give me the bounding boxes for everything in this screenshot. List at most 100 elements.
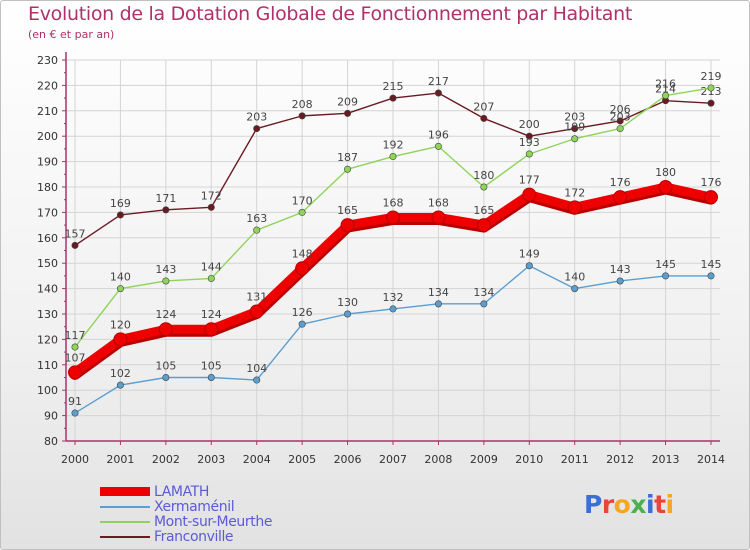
data-point-lamath bbox=[68, 365, 82, 380]
data-label-xermamenil: 130 bbox=[337, 296, 358, 309]
x-tick-label: 2009 bbox=[470, 453, 498, 466]
data-label-lamath: 120 bbox=[110, 318, 131, 331]
legend-item-franconville: Franconville bbox=[100, 529, 272, 545]
data-label-lamath: 148 bbox=[292, 247, 313, 260]
x-tick-label: 2007 bbox=[379, 453, 407, 466]
data-label-franconville: 207 bbox=[473, 100, 494, 113]
data-point-xermamenil bbox=[525, 262, 533, 270]
data-point-lamath bbox=[249, 304, 264, 319]
data-label-xermamenil: 105 bbox=[201, 360, 222, 373]
data-point-lamath bbox=[704, 190, 718, 205]
y-tick-label: 230 bbox=[37, 54, 58, 67]
data-label-lamath: 176 bbox=[610, 176, 631, 189]
data-point-xermamenil bbox=[662, 272, 670, 280]
data-point-xermamenil bbox=[253, 376, 261, 384]
legend-item-mont-sur-meurthe: Mont-sur-Meurthe bbox=[100, 513, 273, 530]
data-label-franconville: 157 bbox=[65, 227, 86, 240]
x-tick-label: 2013 bbox=[652, 453, 680, 466]
data-label-lamath: 176 bbox=[701, 176, 722, 189]
chart-legend: LAMATH Xermaménil Mont-sur-Meurthe Franc… bbox=[100, 484, 273, 545]
data-label-franconville: 215 bbox=[383, 80, 404, 93]
data-label-xermamenil: 143 bbox=[610, 263, 631, 276]
data-point-xermamenil bbox=[116, 381, 124, 389]
x-tick-label: 2010 bbox=[515, 453, 543, 466]
data-point-franconville bbox=[207, 203, 215, 211]
y-tick-label: 170 bbox=[37, 206, 58, 219]
data-label-mont-sur-meurthe: 144 bbox=[201, 260, 222, 273]
data-point-franconville bbox=[71, 241, 79, 249]
data-label-xermamenil: 104 bbox=[246, 362, 267, 375]
data-label-mont-sur-meurthe: 180 bbox=[473, 169, 494, 182]
data-label-xermamenil: 145 bbox=[701, 258, 722, 271]
legend-swatch-lamath bbox=[100, 487, 150, 496]
logo-letter: x bbox=[630, 490, 646, 519]
data-label-franconville: 217 bbox=[428, 75, 449, 88]
data-point-lamath bbox=[113, 332, 128, 347]
logo-letter: t bbox=[654, 490, 666, 519]
data-point-franconville bbox=[116, 211, 124, 219]
data-label-lamath: 177 bbox=[519, 174, 540, 187]
data-point-mont-sur-meurthe bbox=[525, 150, 533, 158]
x-tick-label: 2000 bbox=[61, 453, 89, 466]
data-point-franconville bbox=[480, 114, 488, 122]
legend-item-xermamenil: Xermaménil bbox=[100, 499, 272, 515]
data-label-franconville: 203 bbox=[246, 111, 267, 124]
data-point-franconville bbox=[616, 117, 624, 125]
x-tick-label: 2005 bbox=[288, 453, 316, 466]
data-point-mont-sur-meurthe bbox=[571, 135, 579, 143]
chart-title: Evolution de la Dotation Globale de Fonc… bbox=[28, 3, 633, 25]
data-label-xermamenil: 134 bbox=[428, 286, 449, 299]
data-point-xermamenil bbox=[162, 373, 170, 381]
data-point-xermamenil bbox=[480, 300, 488, 308]
data-label-mont-sur-meurthe: 219 bbox=[701, 70, 722, 83]
data-label-xermamenil: 132 bbox=[383, 291, 404, 304]
data-label-mont-sur-meurthe: 163 bbox=[246, 212, 267, 225]
data-point-xermamenil bbox=[298, 320, 306, 328]
data-point-franconville bbox=[344, 109, 352, 117]
data-point-franconville bbox=[525, 132, 533, 140]
data-point-mont-sur-meurthe bbox=[434, 142, 442, 150]
data-label-mont-sur-meurthe: 216 bbox=[655, 78, 676, 91]
data-point-franconville bbox=[389, 94, 397, 102]
data-label-mont-sur-meurthe: 199 bbox=[564, 121, 585, 134]
data-label-xermamenil: 102 bbox=[110, 367, 131, 380]
data-point-mont-sur-meurthe bbox=[71, 343, 79, 351]
y-tick-label: 120 bbox=[37, 333, 58, 346]
data-point-lamath bbox=[340, 218, 355, 233]
data-point-lamath bbox=[567, 200, 582, 215]
data-point-mont-sur-meurthe bbox=[389, 153, 397, 161]
data-point-lamath bbox=[204, 322, 219, 337]
y-tick-label: 180 bbox=[37, 181, 58, 194]
data-point-franconville bbox=[571, 125, 579, 133]
x-tick-label: 2003 bbox=[197, 453, 225, 466]
data-point-mont-sur-meurthe bbox=[662, 92, 670, 100]
data-label-franconville: 203 bbox=[564, 111, 585, 124]
data-label-mont-sur-meurthe: 170 bbox=[292, 194, 313, 207]
data-point-franconville bbox=[707, 99, 715, 107]
data-label-lamath: 131 bbox=[246, 290, 267, 303]
data-point-xermamenil bbox=[571, 285, 579, 293]
data-point-franconville bbox=[162, 206, 170, 214]
data-point-lamath bbox=[522, 187, 537, 202]
y-tick-label: 160 bbox=[37, 232, 58, 245]
data-label-xermamenil: 134 bbox=[473, 286, 494, 299]
data-label-xermamenil: 140 bbox=[564, 271, 585, 284]
x-tick-label: 2001 bbox=[106, 453, 134, 466]
data-label-lamath: 165 bbox=[473, 204, 494, 217]
data-label-franconville: 206 bbox=[610, 103, 631, 116]
data-label-xermamenil: 105 bbox=[155, 360, 176, 373]
legend-label-mont-sur-meurthe: Mont-sur-Meurthe bbox=[154, 513, 273, 530]
y-tick-label: 110 bbox=[37, 359, 58, 372]
data-point-mont-sur-meurthe bbox=[298, 208, 306, 216]
data-label-franconville: 209 bbox=[337, 95, 358, 108]
data-label-lamath: 168 bbox=[428, 196, 449, 209]
data-point-franconville bbox=[434, 89, 442, 97]
logo-letter: i bbox=[665, 490, 675, 519]
data-point-lamath bbox=[613, 190, 628, 205]
data-label-lamath: 180 bbox=[655, 166, 676, 179]
data-label-xermamenil: 145 bbox=[655, 258, 676, 271]
data-label-xermamenil: 149 bbox=[519, 248, 540, 261]
data-point-xermamenil bbox=[616, 277, 624, 285]
x-tick-label: 2011 bbox=[561, 453, 589, 466]
